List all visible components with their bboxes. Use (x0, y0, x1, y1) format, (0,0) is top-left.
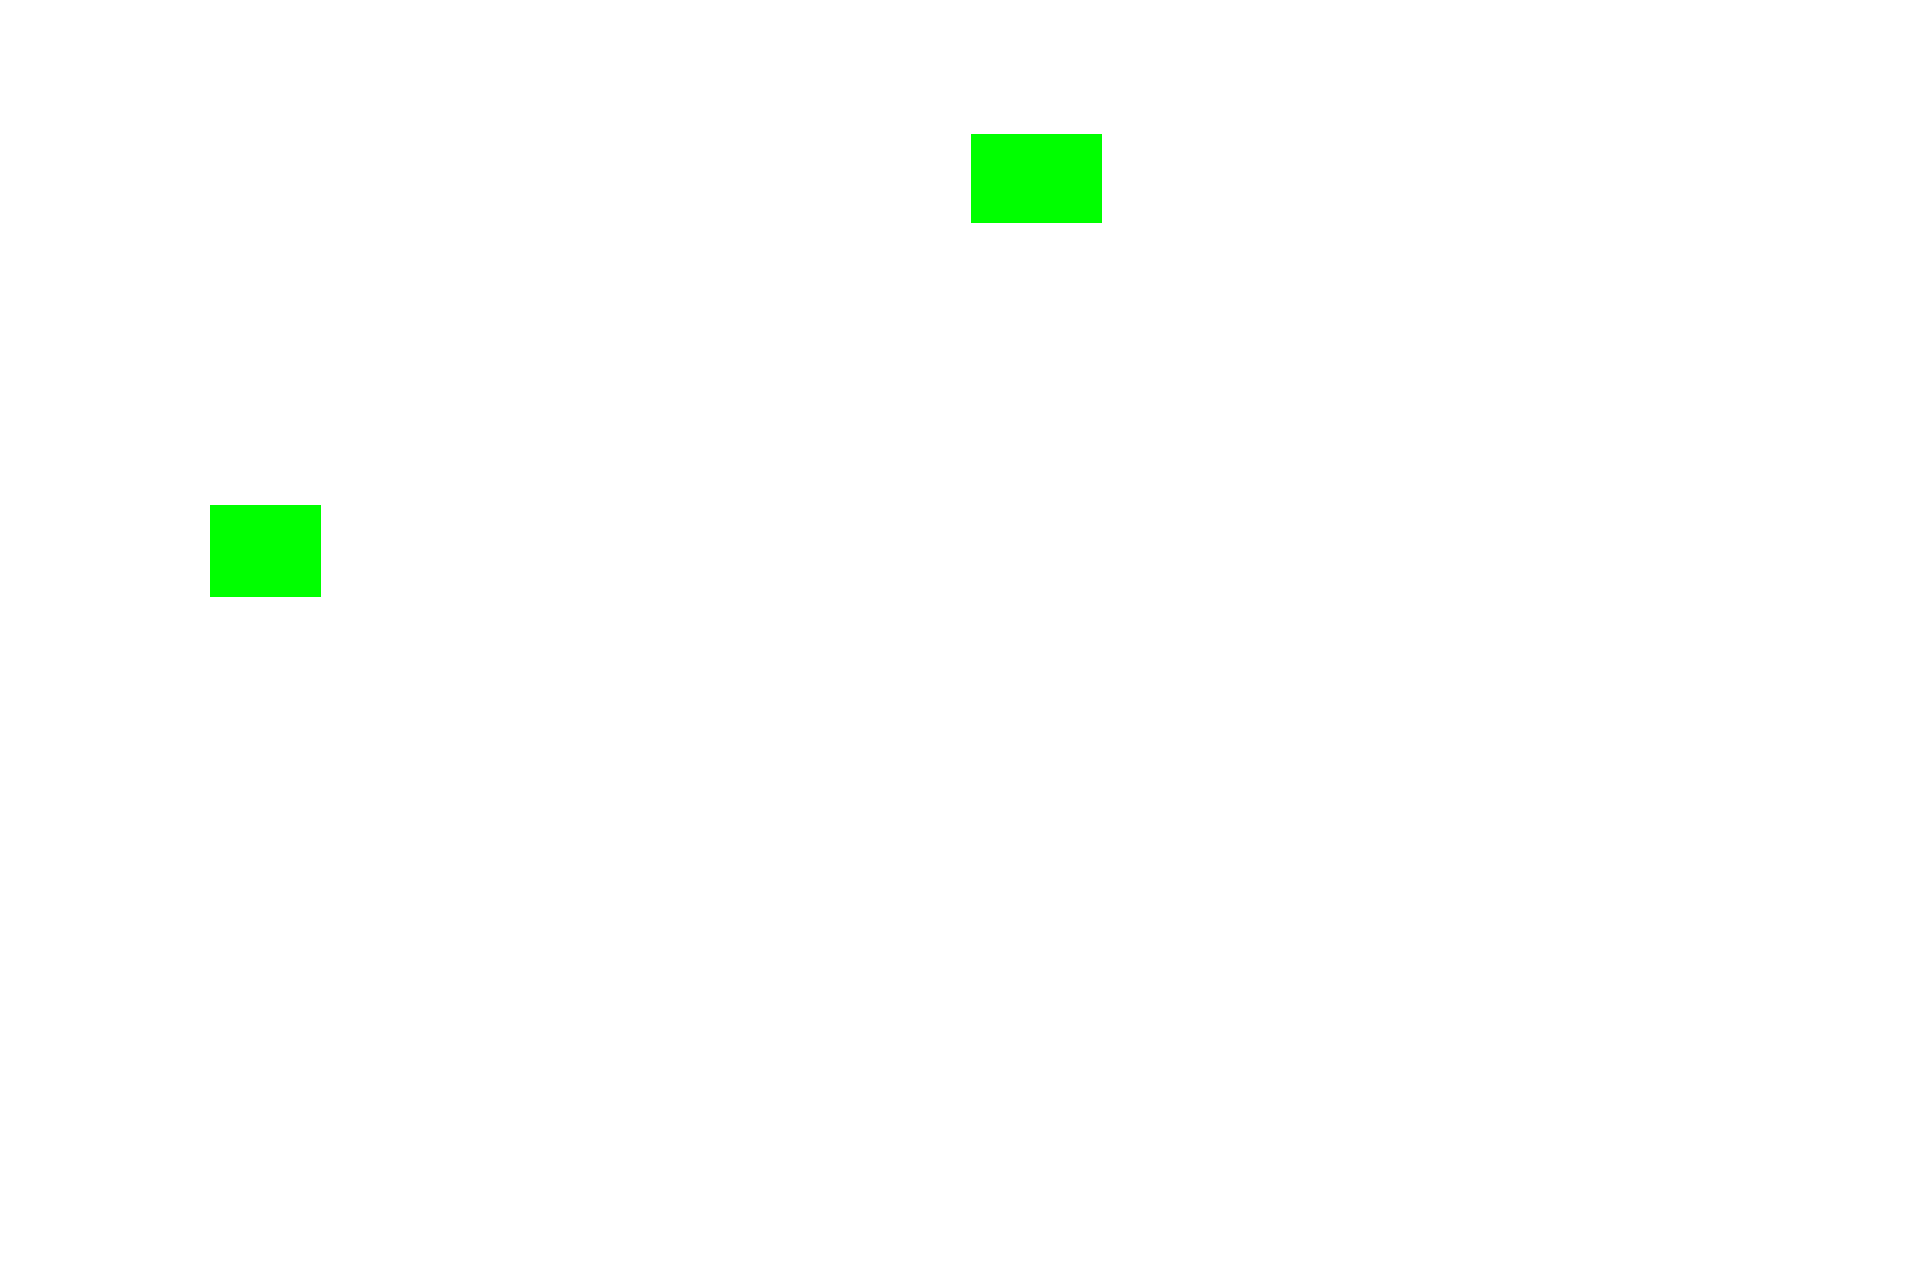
rectangle-shape-left (210, 505, 321, 597)
rectangle-shape-top (971, 134, 1102, 223)
